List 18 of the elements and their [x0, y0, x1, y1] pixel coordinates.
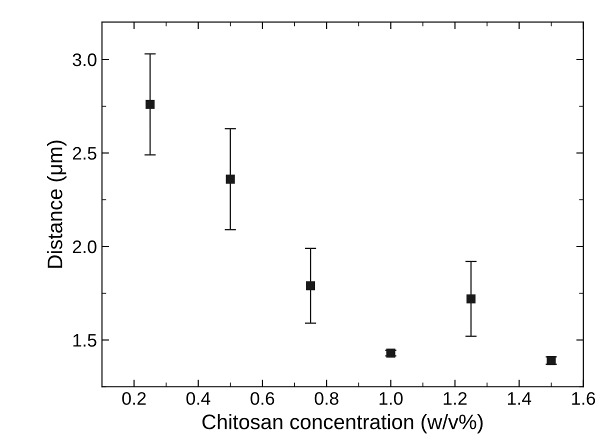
x-tick-label: 0.2	[122, 392, 146, 405]
y-tick-label: 3.0	[72, 53, 96, 66]
point	[466, 294, 476, 304]
x-tick-label: 0.8	[314, 392, 338, 405]
y-tick-label: 2.0	[72, 240, 96, 254]
x-tick-label: 1.0	[380, 392, 403, 405]
y-axis-title: Distance (μm)	[47, 140, 66, 268]
x-tick-label: 0.6	[250, 392, 274, 405]
x-tick-label: 0.4	[186, 392, 210, 405]
point	[306, 281, 316, 290]
y-tick-label: 1.5	[73, 334, 96, 347]
point	[146, 100, 155, 109]
x-tick-label: 1.4	[508, 392, 532, 405]
x-tick-label: 1.2	[444, 392, 467, 405]
x-tick-label: 1.6	[572, 392, 596, 405]
x-axis-title: Chitosan concentration (w/v%)	[202, 414, 483, 434]
point	[226, 174, 235, 184]
y-tick-label: 2.5	[72, 146, 96, 160]
